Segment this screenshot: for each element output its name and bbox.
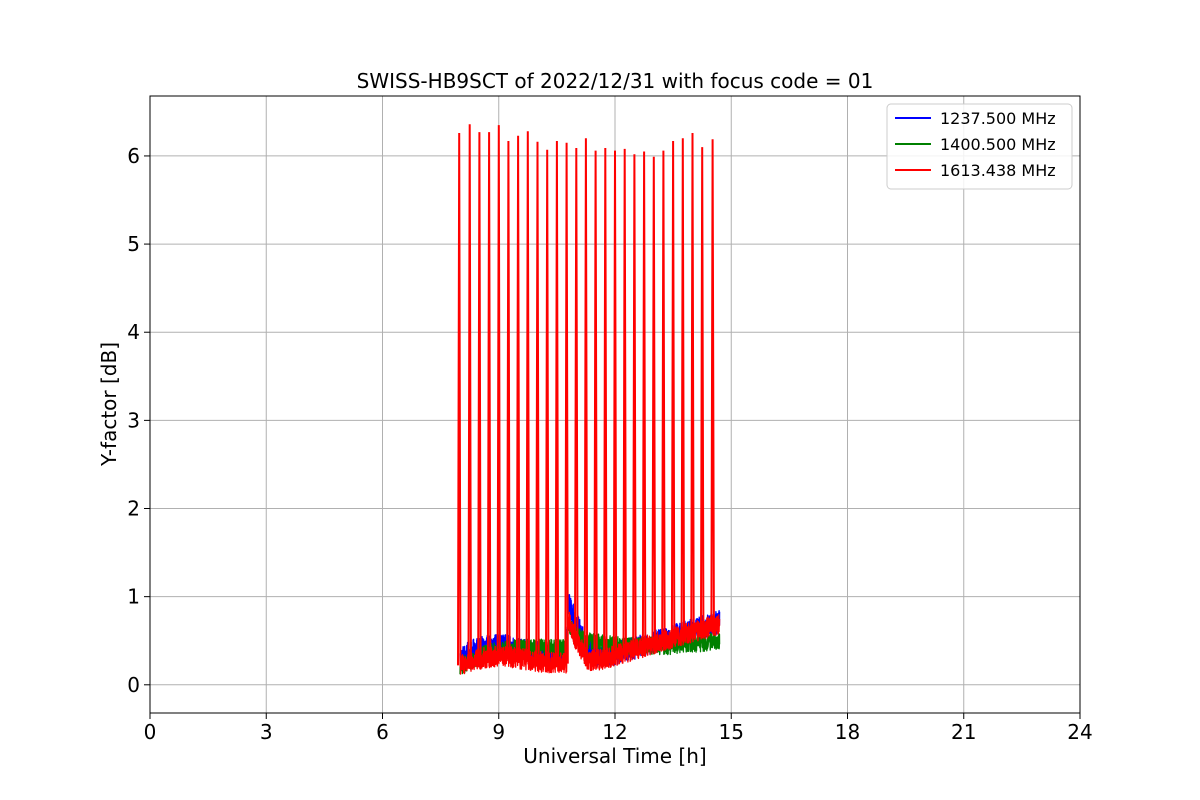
y-axis-label: Y-factor [dB]	[97, 342, 121, 467]
spike-mark	[525, 131, 530, 660]
series-layer	[457, 124, 721, 675]
spike-mark	[661, 150, 666, 641]
spike-mark	[564, 142, 569, 664]
spike-mark	[545, 149, 550, 663]
chart-title: SWISS-HB9SCT of 2022/12/31 with focus co…	[357, 69, 874, 93]
spike-mark	[583, 138, 589, 657]
x-tick-label: 24	[1067, 720, 1092, 744]
series-line	[459, 618, 721, 675]
x-tick-label: 21	[951, 720, 976, 744]
legend-label: 1400.500 MHz	[940, 135, 1056, 154]
spike-mark	[700, 147, 705, 630]
y-tick-label: 2	[127, 497, 140, 521]
spike-mark	[632, 154, 637, 650]
spike-mark	[622, 148, 627, 653]
series-line	[459, 611, 721, 675]
legend-box	[886, 103, 1073, 190]
spike-mark	[554, 140, 560, 664]
spike-mark	[670, 140, 676, 638]
spike-mark	[535, 141, 540, 662]
y-tick-label: 0	[127, 673, 140, 697]
y-tick-label: 4	[127, 320, 140, 344]
legend-label: 1613.438 MHz	[940, 161, 1056, 180]
y-tick-label: 3	[127, 408, 140, 432]
x-tick-label: 18	[835, 720, 860, 744]
spike-mark	[467, 124, 472, 663]
spike-mark	[457, 132, 462, 666]
spike-mark	[641, 151, 647, 647]
spike-mark	[603, 147, 608, 659]
x-tick-label: 3	[260, 720, 273, 744]
spike-mark	[574, 147, 579, 641]
x-tick-label: 15	[719, 720, 744, 744]
spike-mark	[486, 132, 492, 658]
x-tick-label: 6	[376, 720, 389, 744]
spike-mark	[477, 132, 482, 660]
spike-mark	[593, 150, 598, 661]
spike-mark	[651, 156, 656, 644]
y-tick-label: 1	[127, 585, 140, 609]
spike-mark	[496, 125, 501, 657]
x-tick-label: 12	[602, 720, 627, 744]
spike-mark	[506, 140, 511, 657]
y-tick-label: 5	[127, 232, 140, 256]
spike-mark	[690, 132, 695, 632]
spike-mark	[710, 139, 715, 626]
x-tick-label: 9	[492, 720, 505, 744]
spike-mark	[680, 138, 685, 635]
spike-mark	[612, 150, 618, 656]
legend: 1237.500 MHz 1400.500 MHz 1613.438 MHz	[886, 103, 1073, 190]
x-axis-label: Universal Time [h]	[523, 744, 706, 768]
x-tick-label: 0	[144, 720, 157, 744]
legend-label: 1237.500 MHz	[940, 109, 1056, 128]
spike-mark	[515, 135, 521, 659]
y-tick-label: 6	[127, 144, 140, 168]
